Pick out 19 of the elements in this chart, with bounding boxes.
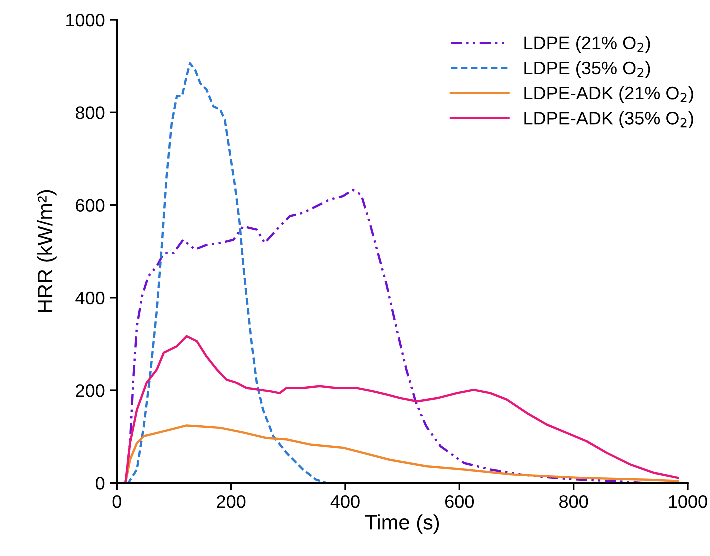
x-axis-title: Time (s) (365, 514, 440, 534)
y-tick-label: 600 (76, 199, 105, 212)
x-tick-label: 600 (446, 495, 474, 508)
legend-label: LDPE (21% O$_{2}$) (524, 36, 650, 54)
x-tick-label: 200 (217, 495, 246, 508)
y-tick-label: 1000 (66, 14, 105, 27)
legend-label: LDPE-ADK (35% O$_{2}$) (524, 112, 694, 128)
line-series (117, 335, 680, 484)
x-tick-label: 800 (560, 495, 588, 508)
y-tick-label: 0 (96, 477, 105, 490)
x-tick-label: 0 (112, 495, 122, 508)
y-tick-label: 400 (76, 292, 105, 305)
legend-label: LDPE (35% O$_{2}$) (524, 61, 650, 78)
y-tick-label: 800 (76, 106, 105, 120)
y-tick-label: 200 (76, 384, 105, 398)
y-axis-title: HRR (kW/m²) (37, 190, 57, 312)
legend-label: LDPE-ADK (21% O$_{2}$) (524, 86, 694, 104)
x-tick-label: 1000 (669, 495, 708, 508)
x-tick-label: 400 (330, 495, 360, 508)
